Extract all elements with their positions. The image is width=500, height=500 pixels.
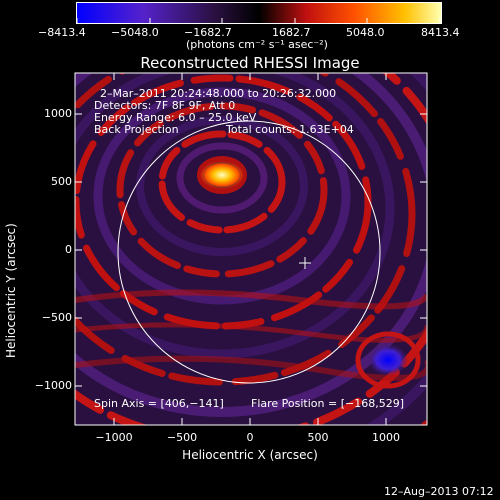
flare-position-label: Flare Position = [−168,529] <box>251 397 404 410</box>
colorbar-tick-label: −5048.0 <box>111 26 159 39</box>
y-tick-label: 1000 <box>44 107 72 120</box>
detectors-label: Detectors: 7F 8F 9F, Att 0 <box>94 99 236 112</box>
method-label: Back Projection <box>94 123 179 136</box>
spin-axis-marker <box>299 257 311 269</box>
plot-title: Reconstructed RHESSI Image <box>140 54 360 72</box>
colorbar-units: (photons cm⁻² s⁻¹ asec⁻²) <box>186 38 328 51</box>
x-tick-label: 500 <box>307 431 329 444</box>
y-tick-label: 0 <box>65 243 72 256</box>
time-range-label: 2–Mar–2011 20:24:48.000 to 20:26:32.000 <box>100 87 337 100</box>
solar-limb <box>117 120 381 384</box>
axis-ticks <box>75 73 427 425</box>
y-tick-label: −500 <box>41 311 72 324</box>
x-tick-label: 1000 <box>372 431 400 444</box>
y-tick-label: 500 <box>51 175 72 188</box>
colorbar-ticks <box>76 18 441 23</box>
colorbar-tick-label: 8413.4 <box>421 26 460 39</box>
x-tick-label: −500 <box>166 431 198 444</box>
x-tick-label: −1000 <box>95 431 133 444</box>
y-axis-label: Heliocentric Y (arcsec) <box>4 223 18 358</box>
energy-range-label: Energy Range: 6.0 – 25.0 keV <box>94 111 257 124</box>
colorbar-tick-label: 1682.7 <box>272 26 311 39</box>
colorbar-tick-label: −8413.4 <box>38 26 86 39</box>
colorbar-tick-label: −1682.7 <box>184 26 232 39</box>
colorbar <box>76 2 442 24</box>
timestamp: 12–Aug–2013 07:12 <box>384 485 494 498</box>
x-axis-label: Heliocentric X (arcsec) <box>182 448 318 462</box>
colorbar-tick-label: 5048.0 <box>346 26 385 39</box>
spin-axis-label: Spin Axis = [406,−141] <box>94 397 224 410</box>
y-tick-label: −1000 <box>34 379 72 392</box>
total-counts-label: Total counts: 1.63E+04 <box>226 123 354 136</box>
x-tick-label: 0 <box>246 431 254 444</box>
